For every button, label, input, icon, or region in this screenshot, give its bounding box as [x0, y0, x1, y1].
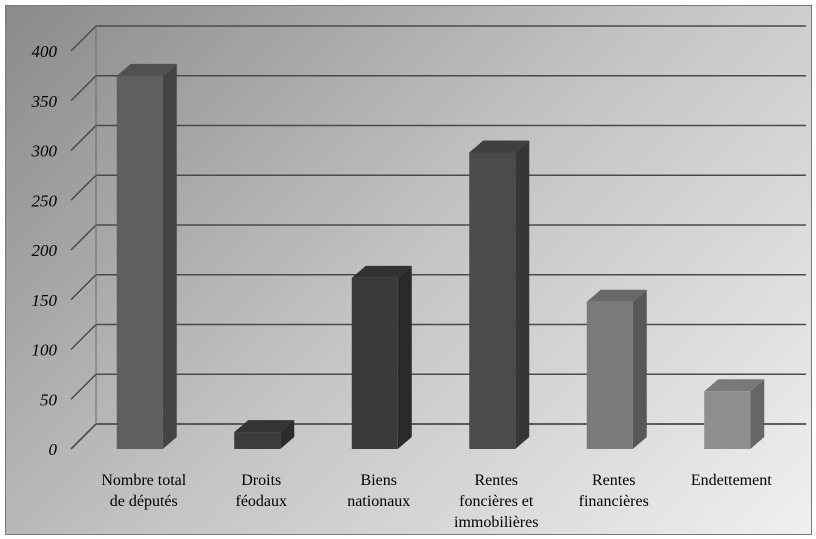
y-tick-label: 150 [32, 291, 58, 310]
bar [351, 277, 398, 449]
bar-side [162, 63, 177, 449]
x-category-label: Droits féodaux [235, 472, 287, 510]
gridline [70, 25, 806, 52]
gridline [70, 423, 806, 450]
x-category-label: Rentes financières [579, 472, 649, 510]
x-category-label-line: Biens [361, 472, 397, 489]
bar-top [586, 289, 647, 302]
bar-top [234, 420, 295, 433]
chart-frame: 0 50 100 150 200 250 300 350 400 Nombre total de d… [5, 5, 812, 535]
bar-chart: 0 50 100 150 200 250 300 350 400 Nombre total de d… [31, 25, 806, 531]
gridline [70, 174, 806, 201]
x-category-label: Rentes foncières et immobilières [454, 472, 538, 531]
x-category-label-line: Droits [241, 472, 281, 489]
bar-top [351, 265, 412, 278]
bar-side [515, 140, 530, 450]
y-tick-label: 200 [32, 241, 58, 260]
x-category-label-line: financières [579, 493, 649, 510]
x-category-label-line: Endettement [691, 472, 772, 489]
y-tick-label: 50 [40, 390, 58, 409]
x-category-label: Endettement [691, 472, 772, 489]
bar [586, 301, 633, 449]
x-category-label-line: nationaux [347, 493, 410, 510]
bar [116, 75, 163, 449]
bar-top [469, 140, 530, 153]
bar-side [750, 379, 765, 449]
y-tick-label: 100 [32, 341, 58, 360]
y-tick-label: 300 [31, 142, 58, 161]
x-category-label: Biens nationaux [347, 472, 410, 510]
bar-side [280, 420, 295, 449]
x-category-label-line: foncières et [459, 493, 534, 510]
bar [234, 432, 281, 449]
gridline [70, 75, 806, 102]
x-category-label-line: Nombre total [101, 472, 186, 489]
y-tick-label: 0 [49, 440, 58, 459]
y-tick-label: 350 [31, 92, 58, 111]
x-category-label-line: Rentes [592, 472, 636, 489]
x-category-label: Nombre total de députés [101, 472, 186, 510]
bar-side [632, 289, 647, 449]
bar-top [116, 63, 177, 76]
gridline [70, 373, 806, 400]
gridline [70, 323, 806, 351]
x-category-label-line: Rentes [474, 472, 518, 489]
gridline [70, 224, 806, 251]
bar-side [397, 265, 412, 449]
y-tick-label: 250 [32, 191, 58, 210]
y-tick-label: 400 [32, 42, 58, 61]
gridline [70, 274, 806, 301]
x-category-label-line: de députés [110, 493, 178, 510]
x-category-label-line: immobilières [454, 514, 538, 531]
bar [704, 391, 751, 449]
bar [469, 152, 516, 450]
gridline [70, 124, 806, 152]
bar-top [704, 379, 765, 392]
x-category-label-line: féodaux [235, 493, 287, 510]
floor-line [70, 423, 806, 450]
